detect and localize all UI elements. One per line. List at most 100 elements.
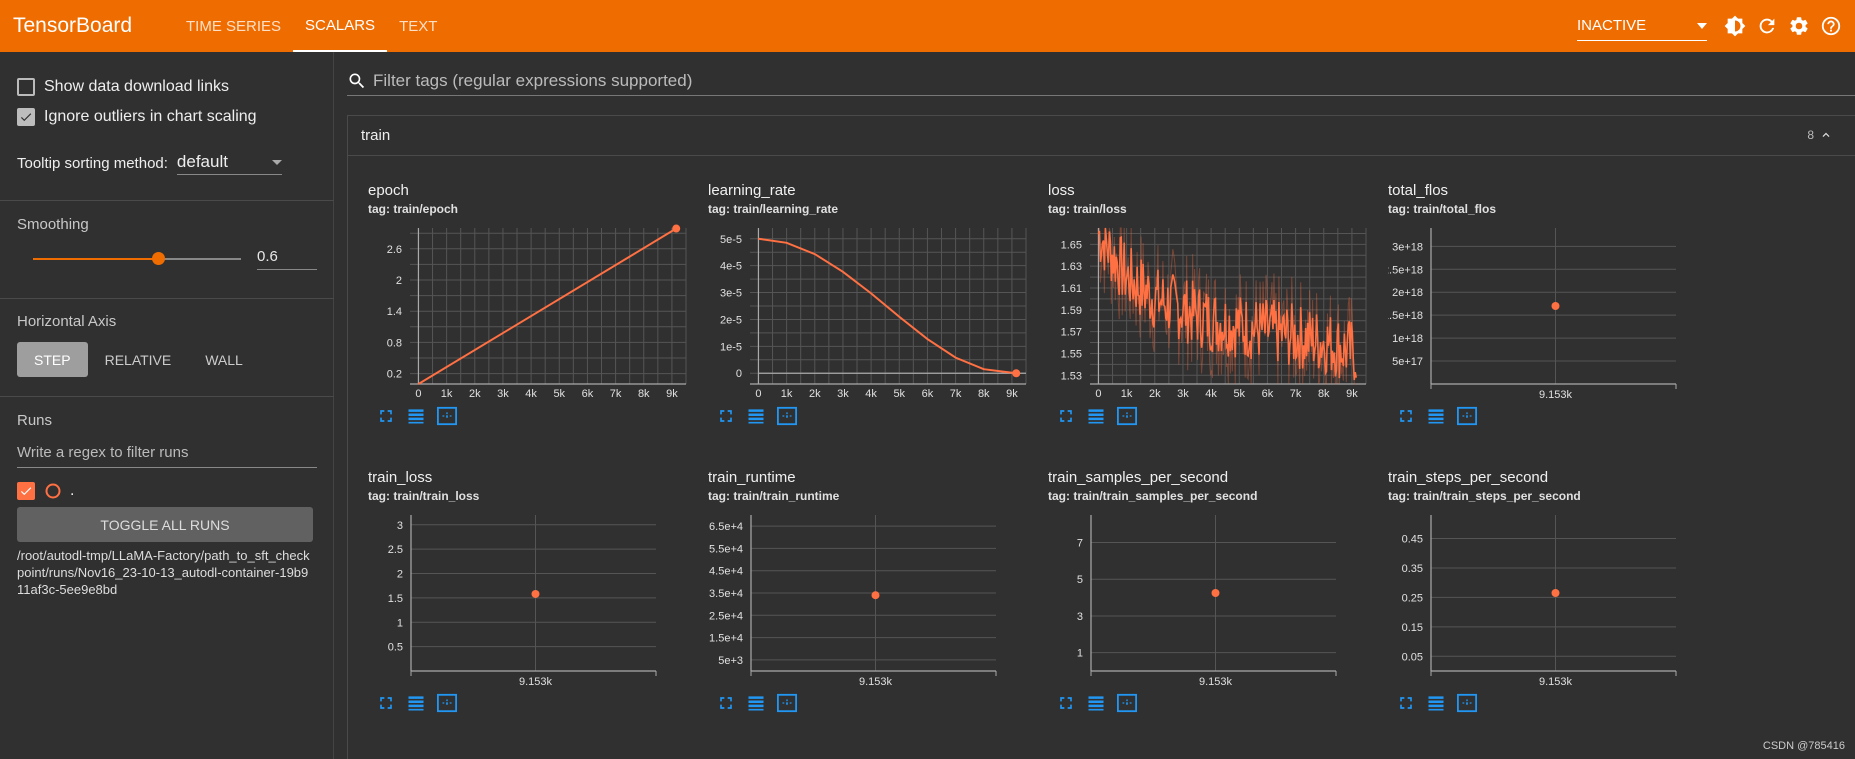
y-tick-label: 3 xyxy=(1077,611,1083,623)
x-tick-label: 4k xyxy=(1205,388,1217,400)
chevron-up-icon[interactable] xyxy=(1819,128,1833,142)
x-tick-label: 5k xyxy=(553,388,565,400)
chart-title: total_flos xyxy=(1388,182,1449,199)
data-table-icon[interactable] xyxy=(406,406,426,426)
y-tick-label: 0.35 xyxy=(1402,563,1423,575)
chart-plot[interactable]: 5e+17 1e+18 1.5e+18 2e+18 2.5e+18 3e+18 9.153k xyxy=(1388,220,1718,400)
y-tick-label: 0.05 xyxy=(1402,651,1423,663)
fit-domain-icon[interactable] xyxy=(436,693,458,713)
reload-status-select[interactable]: INACTIVE xyxy=(1577,11,1707,41)
chart-toolbar xyxy=(1056,693,1138,713)
reload-icon[interactable] xyxy=(1751,10,1783,42)
tab-time-series[interactable]: TIME SERIES xyxy=(186,17,282,35)
y-tick-label: 2.6 xyxy=(387,244,402,256)
help-icon[interactable] xyxy=(1815,10,1847,42)
y-tick-label: 1.4 xyxy=(387,306,402,318)
tab-scalars[interactable]: SCALARS xyxy=(293,0,388,52)
data-table-icon[interactable] xyxy=(406,693,426,713)
tab-text[interactable]: TEXT xyxy=(399,17,438,35)
y-tick-label: 7 xyxy=(1077,538,1083,550)
x-tick-label: 9k xyxy=(1346,388,1358,400)
x-tick-label: 2k xyxy=(809,388,821,400)
run-checkbox[interactable] xyxy=(17,482,35,500)
data-table-icon[interactable] xyxy=(1086,406,1106,426)
fullscreen-icon[interactable] xyxy=(376,693,396,713)
run-color-circle-icon[interactable] xyxy=(44,482,62,500)
tooltip-sorting-select[interactable]: default xyxy=(176,152,282,175)
chart-card-epoch: epoch tag: train/epoch 0 1k 2k 3k 4k 5k 6k 7k 8k 9k… xyxy=(368,182,698,442)
show-download-links-row[interactable]: Show data download links xyxy=(17,78,229,96)
fit-domain-icon[interactable] xyxy=(1456,406,1478,426)
x-tick-label: 9.153k xyxy=(1199,676,1233,687)
data-table-icon[interactable] xyxy=(1426,693,1446,713)
tooltip-sorting-row: Tooltip sorting method: default xyxy=(17,152,282,175)
x-tick-label: 9.153k xyxy=(519,676,553,687)
run-row[interactable]: . xyxy=(17,482,74,500)
check-icon xyxy=(20,487,32,496)
axis-wall-button[interactable]: WALL xyxy=(205,351,243,368)
data-table-icon[interactable] xyxy=(746,693,766,713)
top-app-bar: TensorBoard TIME SERIES SCALARS TEXT INA… xyxy=(0,0,1855,52)
chart-toolbar xyxy=(376,693,458,713)
fullscreen-icon[interactable] xyxy=(1056,693,1076,713)
smoothing-slider[interactable] xyxy=(33,252,241,265)
tag-group-header[interactable]: train 8 xyxy=(348,116,1855,156)
data-table-icon[interactable] xyxy=(1426,406,1446,426)
fullscreen-icon[interactable] xyxy=(376,406,396,426)
fullscreen-icon[interactable] xyxy=(716,693,736,713)
x-tick-label: 8k xyxy=(978,388,990,400)
fullscreen-icon[interactable] xyxy=(1396,406,1416,426)
fit-domain-icon[interactable] xyxy=(776,693,798,713)
show-download-links-checkbox[interactable] xyxy=(17,78,35,96)
series-end-point xyxy=(1012,369,1021,378)
run-filter-input[interactable]: Write a regex to filter runs xyxy=(17,444,317,468)
chart-plot[interactable]: 0.05 0.15 0.25 0.35 0.45 9.153k xyxy=(1388,507,1718,687)
smoothing-value-input[interactable]: 0.6 xyxy=(257,248,317,270)
ignore-outliers-row[interactable]: Ignore outliers in chart scaling xyxy=(17,108,257,126)
toggle-all-runs-button[interactable]: TOGGLE ALL RUNS xyxy=(17,507,313,542)
theme-icon[interactable] xyxy=(1719,10,1751,42)
runs-label: Runs xyxy=(17,412,53,429)
divider xyxy=(0,396,334,397)
x-tick-label: 8k xyxy=(1318,388,1330,400)
fit-domain-icon[interactable] xyxy=(776,406,798,426)
data-table-icon[interactable] xyxy=(1086,693,1106,713)
fullscreen-icon[interactable] xyxy=(1056,406,1076,426)
y-tick-label: 1e+18 xyxy=(1392,333,1423,345)
smoothing-slider-thumb[interactable] xyxy=(151,252,165,265)
tag-filter[interactable]: Filter tags (regular expressions support… xyxy=(347,66,1855,96)
fit-domain-icon[interactable] xyxy=(1116,406,1138,426)
chart-plot[interactable]: 0 1k 2k 3k 4k 5k 6k 7k 8k 9k 0 1e-5 2e-5 3e-5 4e-5 5e-5 xyxy=(708,220,1038,400)
y-tick-label: 4e-5 xyxy=(720,261,742,273)
ignore-outliers-checkbox[interactable] xyxy=(17,108,35,126)
y-tick-label: 2.5 xyxy=(388,544,403,556)
tag-group-count-value: 8 xyxy=(1807,128,1814,142)
fit-domain-icon[interactable] xyxy=(436,406,458,426)
y-tick-label: 0.45 xyxy=(1402,534,1423,546)
series-end-point xyxy=(672,224,681,233)
axis-step-button[interactable]: STEP xyxy=(17,342,88,377)
divider xyxy=(0,200,334,201)
tooltip-sorting-label: Tooltip sorting method: xyxy=(17,155,168,172)
chart-plot[interactable]: 1 3 5 7 9.153k xyxy=(1048,507,1378,687)
chart-plot[interactable]: 0 1k 2k 3k 4k 5k 6k 7k 8k 9k 0.2 0.8 1.4 2 2.6 xyxy=(368,220,698,400)
fullscreen-icon[interactable] xyxy=(1396,693,1416,713)
y-tick-label: 2 xyxy=(397,569,403,581)
y-tick-label: 1.5 xyxy=(388,593,403,605)
chart-plot[interactable]: 5e+3 1.5e+4 2.5e+4 3.5e+4 4.5e+4 5.5e+4 6.5e+4… xyxy=(708,507,1038,687)
settings-icon[interactable] xyxy=(1783,10,1815,42)
fit-domain-icon[interactable] xyxy=(1116,693,1138,713)
y-tick-label: 1e-5 xyxy=(720,341,742,353)
main-tabs: TIME SERIES SCALARS TEXT xyxy=(174,0,449,52)
x-tick-label: 0 xyxy=(415,388,421,400)
chart-plot[interactable]: 0 1k 2k 3k 4k 5k 6k 7k 8k 9k 1.53 1.55 1.57 1.59 1.61 1… xyxy=(1048,220,1378,400)
fit-domain-icon[interactable] xyxy=(1456,693,1478,713)
chart-plot[interactable]: 0.5 1 1.5 2 2.5 3 9.153k xyxy=(368,507,698,687)
chart-tag: tag: train/train_runtime xyxy=(708,489,840,503)
fullscreen-icon[interactable] xyxy=(716,406,736,426)
axis-relative-button[interactable]: RELATIVE xyxy=(104,351,172,368)
y-tick-label: 3.5e+4 xyxy=(709,588,743,600)
data-table-icon[interactable] xyxy=(746,406,766,426)
x-tick-label: 5k xyxy=(893,388,905,400)
smoothing-slider-fill xyxy=(33,258,158,260)
